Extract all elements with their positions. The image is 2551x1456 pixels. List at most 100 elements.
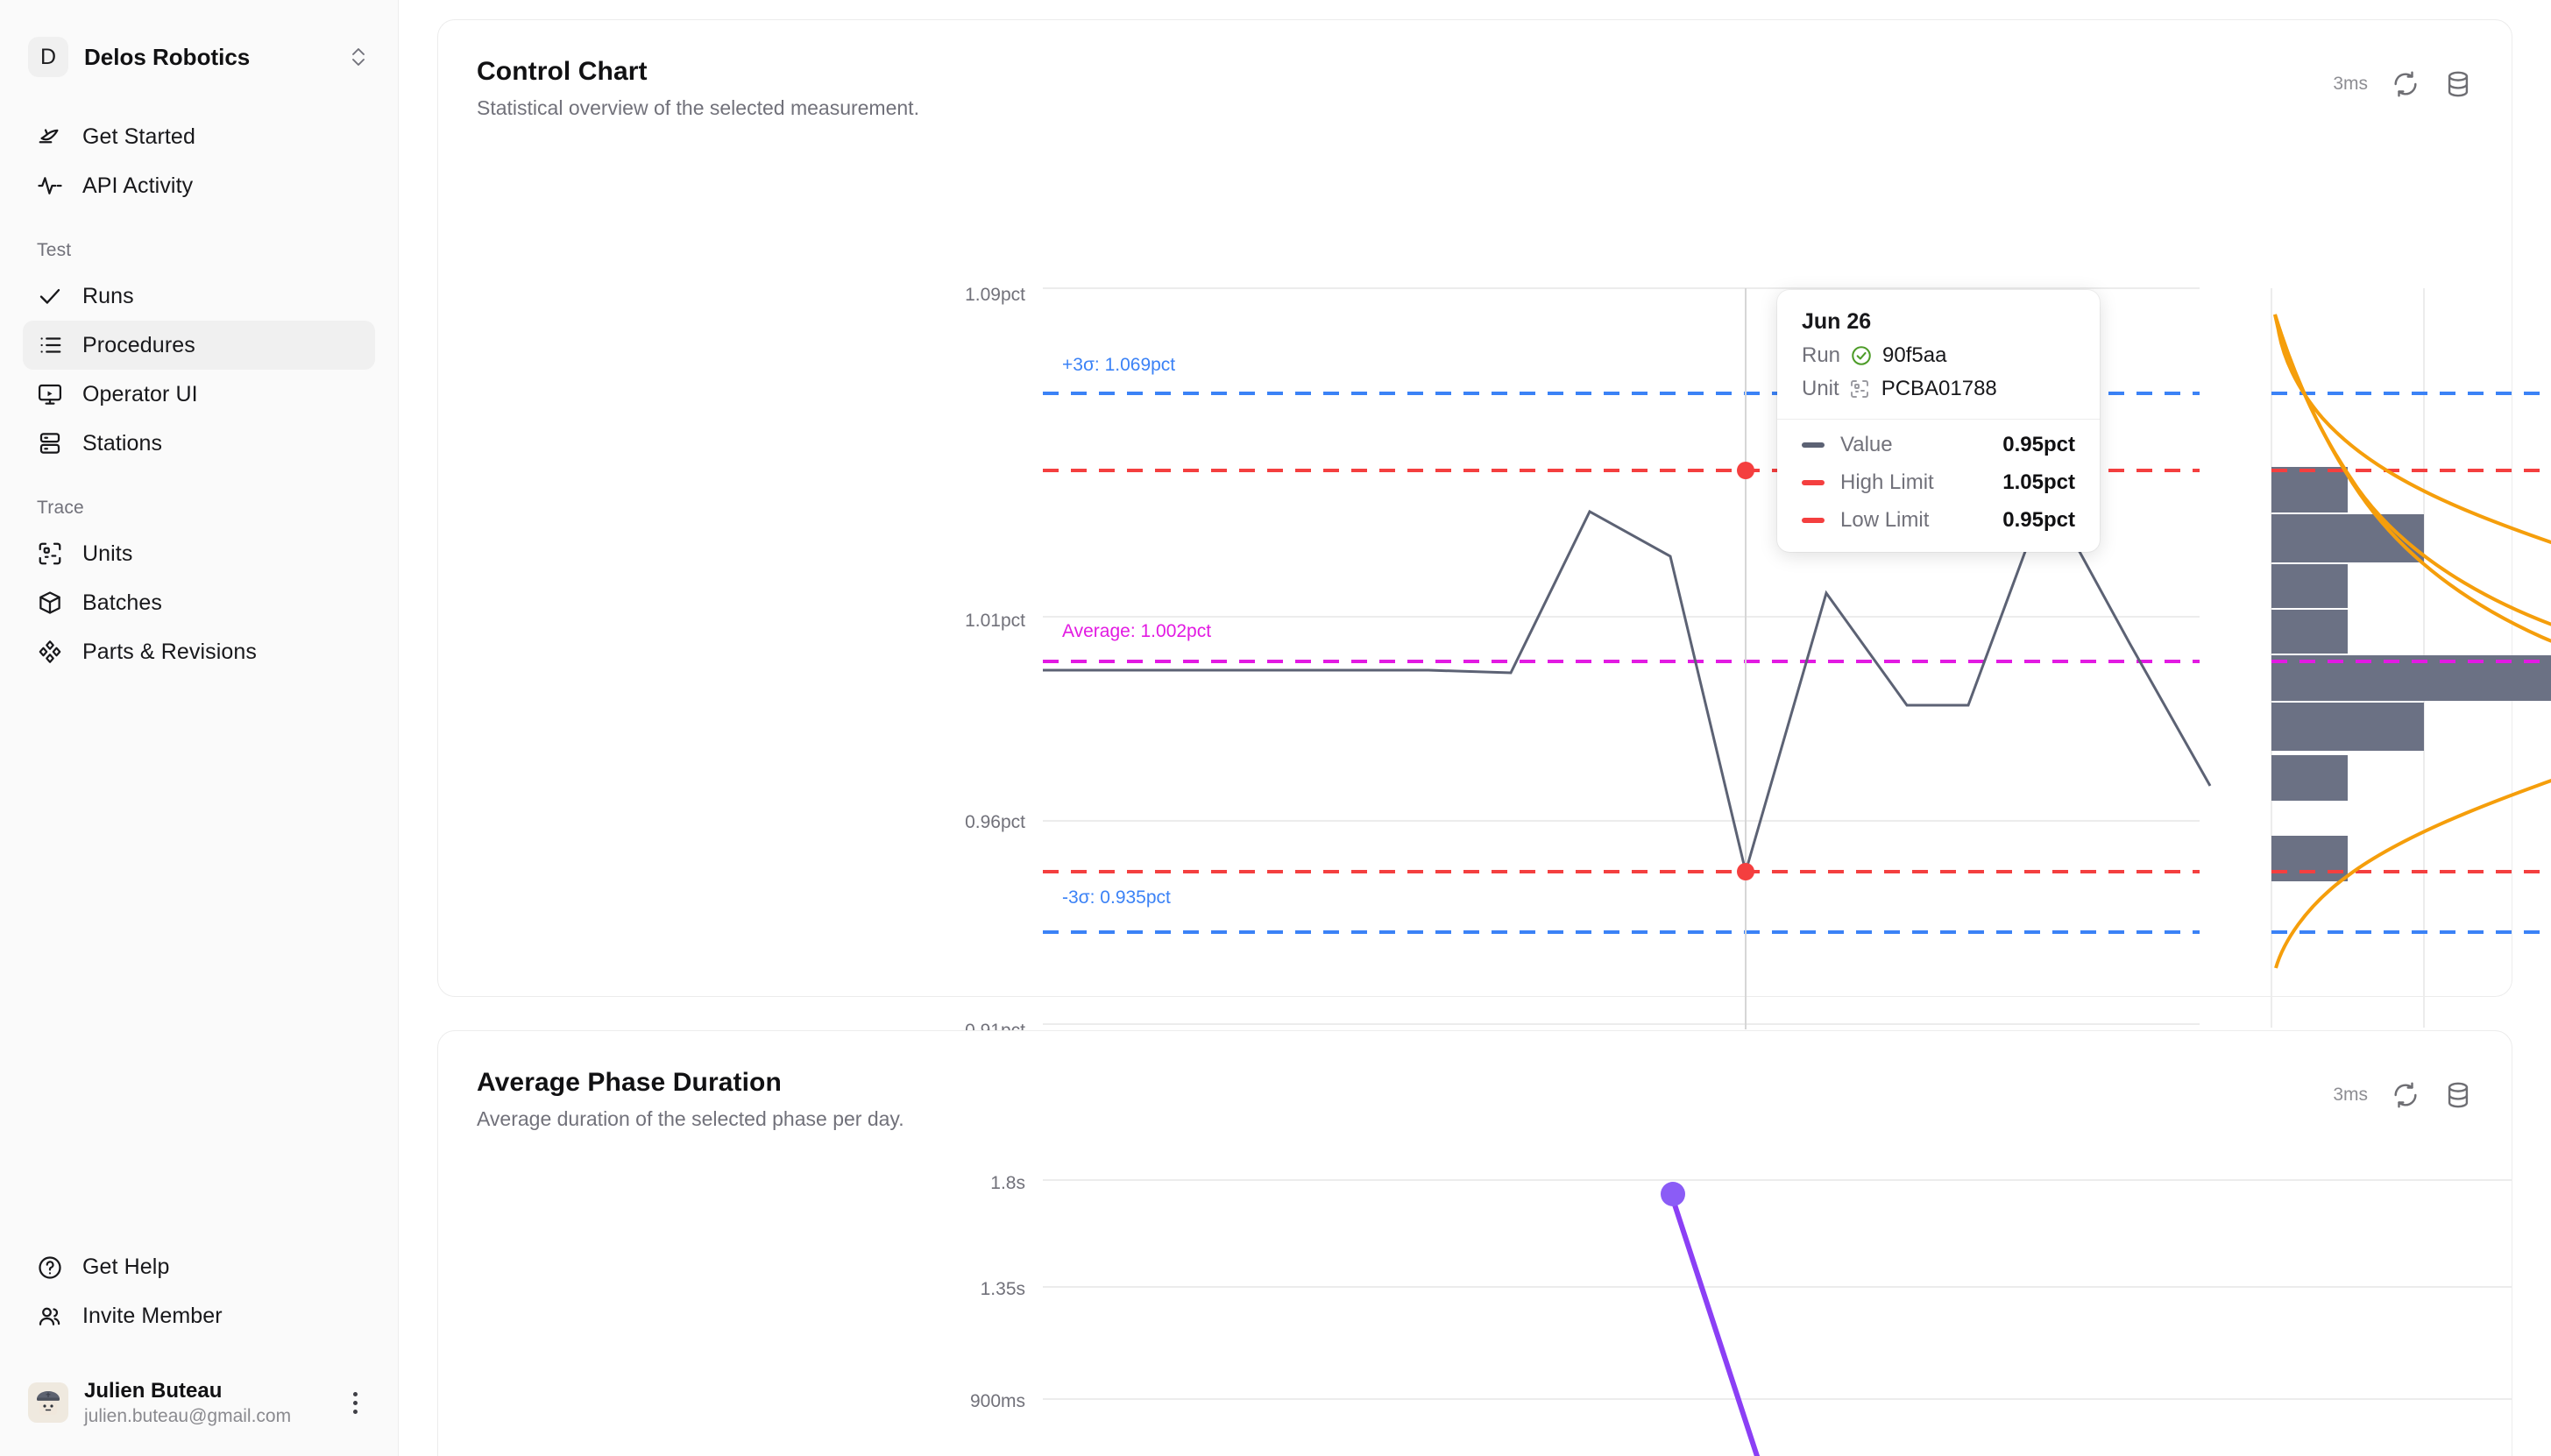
avatar: [28, 1382, 68, 1424]
y-axis-tick-label: 1.09pct: [965, 285, 1025, 305]
card-toolbar: 3ms: [2333, 1068, 2473, 1110]
sidebar-item-parts-revisions[interactable]: Parts & Revisions: [23, 627, 375, 676]
distribution-histogram-svg: [2271, 288, 2551, 1028]
sidebar-item-runs[interactable]: Runs: [23, 272, 375, 321]
scan-icon: [1849, 378, 1872, 400]
tooltip-metric-value: 0.95pct: [2002, 433, 2075, 456]
tooltip-date: Jun 26: [1802, 309, 1872, 334]
card-header: Average Phase Duration Average duration …: [438, 1031, 2512, 1131]
nav-primary: Get Started API Activity: [0, 112, 398, 210]
sidebar-item-get-help[interactable]: Get Help: [23, 1243, 375, 1292]
sigma-lower-annotation: -3σ: 0.935pct: [1062, 887, 1171, 908]
sidebar-item-invite-member[interactable]: Invite Member: [23, 1292, 375, 1341]
normal-fit-curve: [2273, 314, 2551, 643]
sidebar-section-trace-label: Trace: [37, 498, 84, 518]
tooltip-metric-row: Value 0.95pct: [1802, 433, 2075, 457]
tooltip-metric-row: High Limit 1.05pct: [1802, 470, 2075, 495]
histogram-bar: [2271, 467, 2348, 512]
sigma-upper-annotation: +3σ: 1.069pct: [1062, 355, 1176, 375]
card-title-block: Average Phase Duration Average duration …: [477, 1068, 2333, 1131]
card-subtitle: Average duration of the selected phase p…: [477, 1107, 904, 1130]
sidebar-item-label: Units: [82, 541, 133, 566]
sidebar-item-label: Procedures: [82, 332, 195, 357]
help-circle-icon: [37, 1255, 63, 1281]
database-icon[interactable]: [2443, 69, 2473, 99]
latency-badge: 3ms: [2333, 74, 2368, 94]
card-header: Control Chart Statistical overview of th…: [438, 20, 2512, 120]
refresh-icon[interactable]: [2391, 69, 2420, 99]
sidebar-item-operator-ui[interactable]: Operator UI: [23, 370, 375, 419]
tooltip-metric-value: 1.05pct: [2002, 470, 2075, 494]
histogram-bar: [2271, 836, 2348, 881]
y-axis-tick-label: 1.35s: [980, 1279, 1025, 1299]
main-content: Control Chart Statistical overview of th…: [399, 0, 2551, 1456]
y-axis-tick-label: 1.01pct: [965, 611, 1025, 631]
histogram-bar: [2271, 564, 2348, 608]
histogram-bar: [2271, 610, 2348, 654]
chevron-up-down-icon[interactable]: [349, 44, 368, 70]
sidebar-item-label: Runs: [82, 283, 134, 308]
latency-badge: 3ms: [2333, 1085, 2368, 1105]
tooltip-unit-label: Unit: [1802, 377, 1839, 400]
average-phase-duration-card: Average Phase Duration Average duration …: [437, 1030, 2512, 1456]
user-meta: Julien Buteau julien.buteau@gmail.com: [84, 1378, 328, 1428]
average-annotation: Average: 1.002pct: [1062, 621, 1212, 641]
high-limit-breach-point: [1737, 462, 1754, 479]
database-icon[interactable]: [2443, 1080, 2473, 1110]
legend-swatch-value: [1802, 442, 1825, 448]
list-icon: [37, 332, 63, 358]
diamonds-icon: [37, 639, 63, 665]
check-circle-icon: [1850, 344, 1873, 367]
tooltip-metric-label: High Limit: [1840, 470, 1934, 494]
sidebar-spacer: [0, 676, 398, 1243]
tooltip-run-line: Run 90f5aa: [1802, 343, 2075, 368]
nav-trace: Units Batches Parts & Revisions: [0, 529, 398, 676]
phase-duration-plot-area: 1.8s 1.35s 900ms: [438, 1131, 2512, 1456]
nav-bottom: Get Help Invite Member: [0, 1243, 398, 1348]
sidebar-item-api-activity[interactable]: API Activity: [23, 161, 375, 210]
card-subtitle: Statistical overview of the selected mea…: [477, 96, 919, 119]
sidebar-item-label: Operator UI: [82, 381, 198, 406]
org-switcher[interactable]: D Delos Robotics: [23, 32, 375, 82]
sidebar-item-label: Invite Member: [82, 1304, 223, 1329]
tooltip-unit-line: Unit PCBA01788: [1802, 377, 2075, 401]
tooltip-metric-value: 0.95pct: [2002, 508, 2075, 532]
tooltip-run-label: Run: [1802, 343, 1841, 367]
sidebar-item-label: API Activity: [82, 173, 194, 198]
sidebar-item-get-started[interactable]: Get Started: [23, 112, 375, 161]
activity-pulse-icon: [37, 173, 63, 199]
sidebar-item-procedures[interactable]: Procedures: [23, 321, 375, 370]
users-icon: [37, 1304, 63, 1330]
tooltip-metric-label: Low Limit: [1840, 508, 1930, 532]
chart-tooltip: Jun 26 Run 90f5aa Unit: [1777, 290, 2100, 552]
check-icon: [37, 283, 63, 309]
sidebar-item-stations[interactable]: Stations: [23, 419, 375, 468]
y-axis-tick-label: 0.96pct: [965, 812, 1025, 832]
page-title: Control Chart: [477, 57, 648, 86]
series-point: [1661, 1182, 1685, 1206]
refresh-icon[interactable]: [2391, 1080, 2420, 1110]
tooltip-divider: [1777, 419, 2100, 420]
server-icon: [37, 430, 63, 456]
sidebar-item-units[interactable]: Units: [23, 529, 375, 578]
y-axis-tick-label: 900ms: [969, 1391, 1025, 1411]
histogram-bar: [2271, 755, 2348, 801]
dots-vertical-icon[interactable]: [344, 1391, 366, 1414]
control-chart-plot-area: 1.09pct 1.01pct 0.96pct 0.91pct Jun 05 J…: [438, 120, 2551, 1062]
org-name: Delos Robotics: [84, 43, 251, 70]
monitor-play-icon: [37, 381, 63, 407]
nav-test: Runs Procedures Operator UI: [0, 272, 398, 468]
card-toolbar: 3ms: [2333, 57, 2473, 99]
user-profile[interactable]: Julien Buteau julien.buteau@gmail.com: [23, 1373, 375, 1433]
y-axis-tick-label: 1.8s: [990, 1173, 1025, 1193]
sidebar-item-batches[interactable]: Batches: [23, 578, 375, 627]
sidebar-item-label: Get Help: [82, 1255, 170, 1280]
control-chart-card: Control Chart Statistical overview of th…: [437, 19, 2551, 1062]
legend-swatch-low-limit: [1802, 518, 1825, 523]
sidebar-item-label: Batches: [82, 590, 163, 615]
sidebar: D Delos Robotics Get Started: [0, 0, 399, 1456]
card-title: Average Phase Duration: [477, 1068, 782, 1097]
scan-icon: [37, 541, 63, 567]
tooltip-run-id: 90f5aa: [1882, 343, 1947, 367]
